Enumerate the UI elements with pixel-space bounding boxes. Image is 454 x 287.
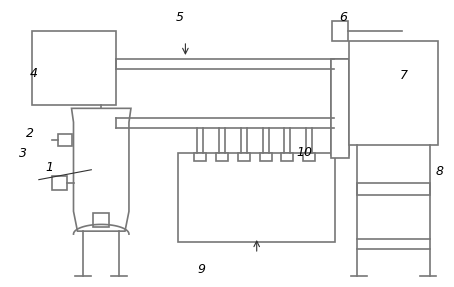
Bar [260,153,271,161]
Bar [332,21,348,41]
Text: 8: 8 [436,165,444,179]
Bar [178,153,335,242]
Text: 3: 3 [19,147,27,160]
Bar [349,41,438,145]
Bar [303,153,315,161]
Text: 4: 4 [30,67,38,80]
Text: 1: 1 [45,161,53,174]
Bar [331,59,349,158]
Bar [32,31,116,105]
Bar [94,213,109,227]
Text: 2: 2 [25,127,34,140]
Bar [58,134,72,146]
Text: 7: 7 [400,69,408,82]
Polygon shape [72,108,131,231]
Bar [52,176,67,189]
Text: 6: 6 [340,11,347,24]
Bar [216,153,228,161]
Text: 9: 9 [198,263,206,276]
Bar [281,153,293,161]
Text: 5: 5 [175,11,183,24]
Bar [194,153,206,161]
Bar [357,183,430,195]
Text: 10: 10 [296,146,313,158]
Bar [238,153,250,161]
Bar [331,59,349,155]
